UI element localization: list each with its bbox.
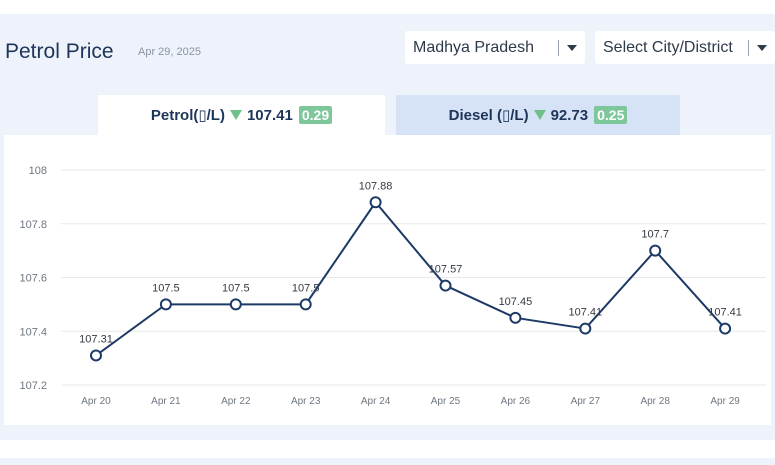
x-tick-label: Apr 25 bbox=[431, 396, 461, 407]
data-label: 107.5 bbox=[222, 282, 250, 294]
price-line-chart: 107.2 107.4 107.6 107.8 108 Apr 20 Apr 21 Apr 2… bbox=[19, 165, 766, 407]
data-label: 107.88 bbox=[359, 180, 393, 192]
y-tick-label: 107.6 bbox=[19, 273, 47, 285]
series-line bbox=[95, 201, 726, 357]
price-down-arrow-icon bbox=[533, 110, 546, 120]
tab-diesel-price: 92.73 bbox=[550, 106, 589, 124]
data-point-marker bbox=[509, 311, 522, 324]
data-point-marker bbox=[90, 349, 102, 362]
state-select[interactable]: Madhya Pradesh bbox=[405, 31, 585, 64]
y-tick-label: 107.4 bbox=[19, 326, 47, 338]
city-select-placeholder: Select City/District bbox=[603, 38, 733, 56]
select-divider bbox=[558, 39, 559, 56]
data-point-marker bbox=[159, 298, 172, 311]
data-label: 107.45 bbox=[499, 296, 533, 308]
tab-petrol-price: 107.41 bbox=[246, 106, 293, 124]
data-label: 107.41 bbox=[708, 307, 742, 319]
tab-petrol-change-badge: 0.29 bbox=[298, 106, 333, 124]
x-tick-label: Apr 26 bbox=[501, 396, 531, 407]
data-point-marker bbox=[229, 298, 242, 311]
data-label: 107.5 bbox=[152, 282, 180, 294]
x-tick-label: Apr 29 bbox=[710, 396, 740, 407]
data-label: 107.7 bbox=[641, 229, 669, 241]
tab-petrol-label: Petrol(▯/L) bbox=[150, 107, 225, 124]
data-point-marker bbox=[649, 244, 662, 257]
next-section-strip bbox=[0, 458, 775, 465]
y-tick-label: 108 bbox=[29, 165, 47, 177]
x-tick-label: Apr 23 bbox=[291, 396, 321, 407]
data-point-marker bbox=[369, 196, 382, 209]
chart-card: 107.2 107.4 107.6 107.8 108 Apr 20 Apr 21 Apr 2… bbox=[4, 135, 771, 425]
data-point-marker bbox=[439, 279, 452, 292]
y-tick-label: 107.8 bbox=[19, 219, 47, 231]
tab-diesel[interactable]: Diesel (▯/L) 92.73 0.25 bbox=[396, 95, 680, 135]
y-tick-label: 107.2 bbox=[19, 380, 47, 392]
page-title: Petrol Price bbox=[5, 40, 114, 63]
price-down-arrow-icon bbox=[229, 110, 242, 120]
data-point-marker bbox=[299, 298, 312, 311]
page-date: Apr 29, 2025 bbox=[138, 46, 201, 58]
state-select-value: Madhya Pradesh bbox=[413, 38, 534, 56]
tab-diesel-change-badge: 0.25 bbox=[594, 106, 628, 124]
data-point-marker bbox=[579, 322, 592, 335]
tab-diesel-label: Diesel (▯/L) bbox=[448, 107, 529, 124]
select-divider bbox=[748, 39, 749, 56]
data-label: 107.5 bbox=[292, 282, 320, 294]
x-tick-label: Apr 22 bbox=[221, 396, 251, 407]
x-tick-label: Apr 21 bbox=[151, 396, 181, 407]
x-tick-label: Apr 24 bbox=[361, 396, 391, 407]
x-tick-label: Apr 28 bbox=[640, 396, 670, 407]
data-point-marker bbox=[719, 322, 732, 335]
city-select[interactable]: Select City/District bbox=[595, 31, 775, 64]
data-label: 107.57 bbox=[429, 264, 463, 276]
data-label: 107.41 bbox=[568, 307, 602, 319]
tab-petrol[interactable]: Petrol(▯/L) 107.41 0.29 bbox=[98, 95, 385, 135]
chevron-down-icon[interactable] bbox=[749, 44, 775, 51]
data-label: 107.31 bbox=[79, 333, 113, 345]
chevron-down-icon[interactable] bbox=[559, 44, 585, 51]
x-tick-label: Apr 27 bbox=[571, 396, 601, 407]
x-tick-label: Apr 20 bbox=[81, 396, 111, 407]
